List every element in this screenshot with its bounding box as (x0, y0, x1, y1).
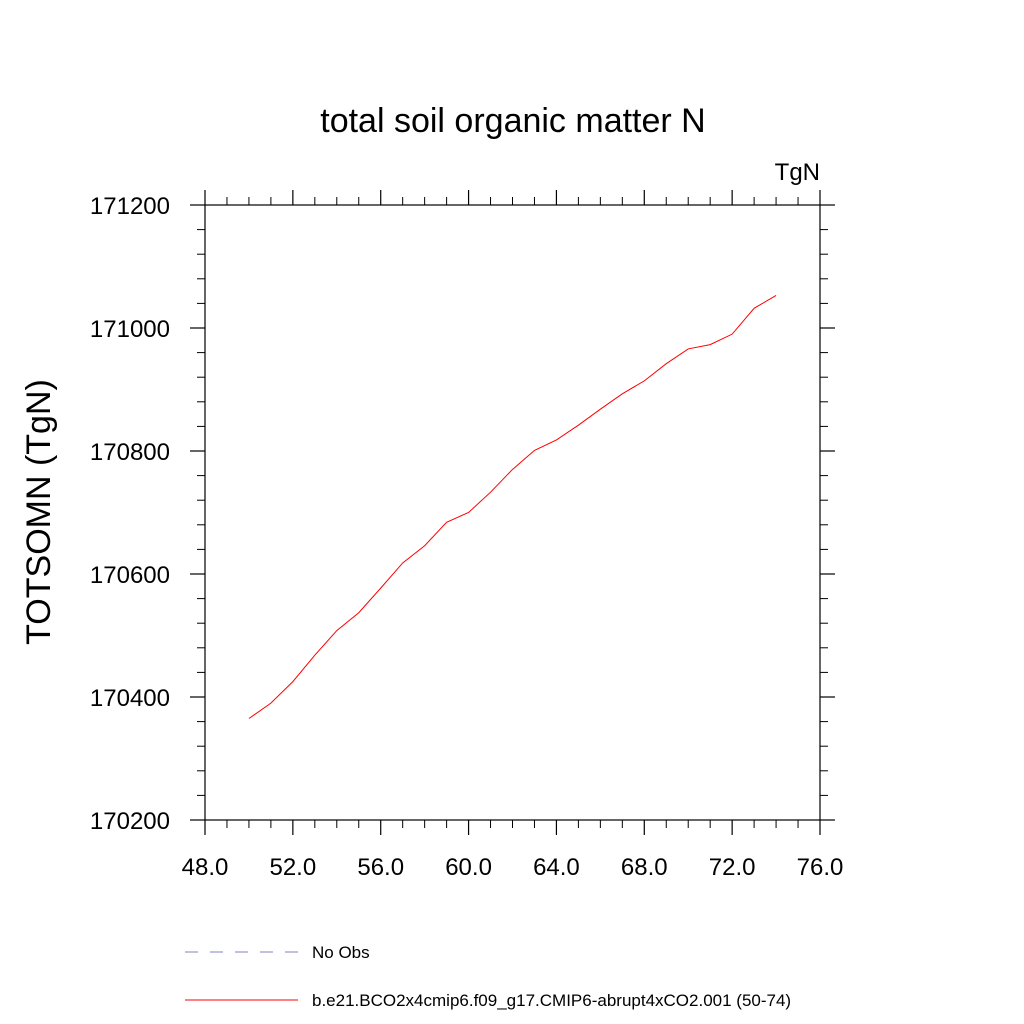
chart-title: total soil organic matter N (320, 102, 706, 140)
series-layer (248, 294, 777, 719)
x-tick-label: 68.0 (621, 854, 668, 881)
x-tick-label: 76.0 (797, 854, 844, 881)
y-tick-label: 171000 (90, 316, 170, 343)
y-tick-label: 171200 (90, 193, 170, 220)
y-tick-label: 170400 (90, 685, 170, 712)
plot-frame (204, 204, 821, 821)
axis-tick-labels: 48.0 52.0 56.0 60.0 64.0 68.0 72.0 76.0 170200 17… (90, 193, 843, 881)
y-tick-label: 170800 (90, 439, 170, 466)
x-tick-label: 64.0 (533, 854, 580, 881)
units-label: TgN (775, 159, 820, 186)
y-tick-label: 170600 (90, 562, 170, 589)
y-tick-label: 170200 (90, 808, 170, 835)
x-tick-label: 52.0 (269, 854, 316, 881)
x-tick-label: 48.0 (182, 854, 229, 881)
x-tick-label: 56.0 (357, 854, 404, 881)
axis-ticks (190, 190, 835, 835)
legend-label-0: No Obs (312, 943, 370, 962)
legend: No Obs b.e21.BCO2x4cmip6.f09_g17.CMIP6-ab… (185, 943, 791, 1010)
x-tick-label: 60.0 (445, 854, 492, 881)
legend-label-1: b.e21.BCO2x4cmip6.f09_g17.CMIP6-abrupt4x… (312, 991, 791, 1010)
series-line-0 (248, 294, 777, 719)
y-axis-title: TOTSOMN (TgN) (20, 379, 58, 645)
x-tick-label: 72.0 (709, 854, 756, 881)
